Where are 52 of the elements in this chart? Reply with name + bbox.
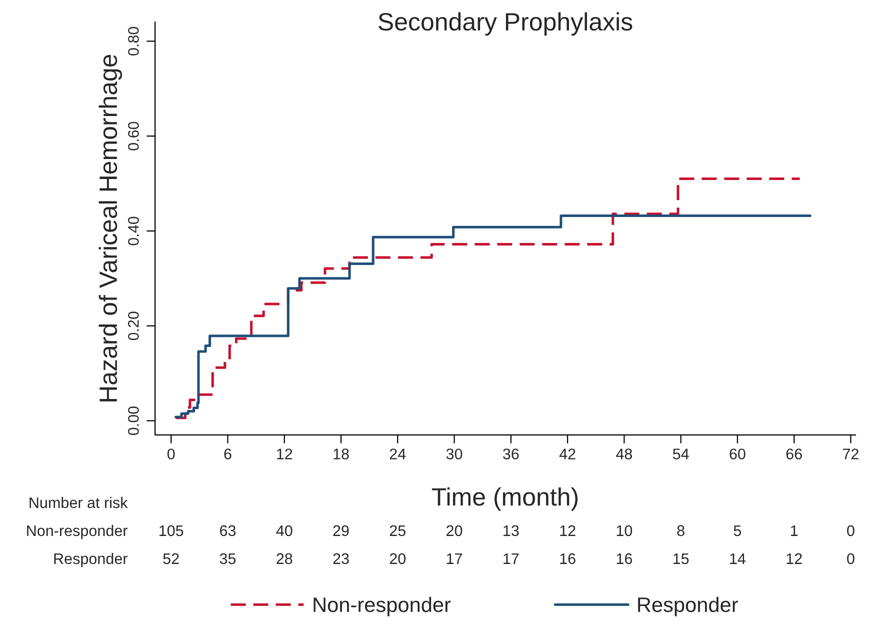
text: 52 [163,553,179,564]
x-tick-label: 60 [730,448,746,460]
text: 29 [333,525,349,536]
x-tick-label: 66 [786,448,802,460]
y-axis-title: Hazard of Variceal Hemorrhage [98,54,122,402]
text: 14 [730,553,746,564]
text: 0 [847,553,854,564]
x-tick-label: 48 [616,448,632,460]
text: 1 [791,525,798,536]
x-tick-label: 12 [277,448,292,460]
x-tick-label: 54 [672,448,689,460]
text: 16 [616,553,632,564]
text: 28 [276,553,292,564]
text: 5 [734,525,742,536]
text: Responder [54,552,128,568]
x-tick-label: 24 [390,448,406,460]
legend-label: Responder [638,596,738,616]
text: 12 [786,553,802,564]
y-tick-label: 0.80 [128,26,139,56]
x-tick-label: 6 [224,448,232,460]
chart-title: Secondary Prophylaxis [378,12,632,36]
y-tick-label: 0.00 [128,406,139,436]
x-axis-title: Time (month) [432,487,578,511]
text: 25 [390,525,406,536]
text: 8 [677,525,684,536]
text: 17 [504,553,519,564]
text: 20 [446,525,462,536]
y-tick-label: 0.40 [128,216,139,246]
text: 13 [504,525,519,536]
text: 40 [276,525,292,536]
x-tick-label: 0 [167,448,175,460]
text: Non-responder [27,524,128,540]
text: 105 [160,525,184,536]
x-tick-label: 36 [503,448,519,460]
text: 12 [560,525,576,536]
y-tick-label: 0.20 [128,312,139,340]
x-tick-label: 42 [559,448,576,460]
x-tick-label: 18 [334,448,349,460]
text: 63 [220,525,236,536]
legend-label: Non-responder [314,596,451,616]
text: 17 [446,553,462,564]
x-tick-label: 72 [843,448,858,460]
text: 23 [333,553,349,564]
text: 15 [673,553,689,564]
x-tick-label: 30 [446,448,462,460]
text: Number at risk [30,496,128,508]
text: 20 [390,553,406,564]
text: 35 [220,553,236,564]
text: 0 [847,525,854,536]
text: 16 [560,553,576,564]
y-tick-label: 0.60 [128,122,139,150]
text: 10 [616,525,632,536]
